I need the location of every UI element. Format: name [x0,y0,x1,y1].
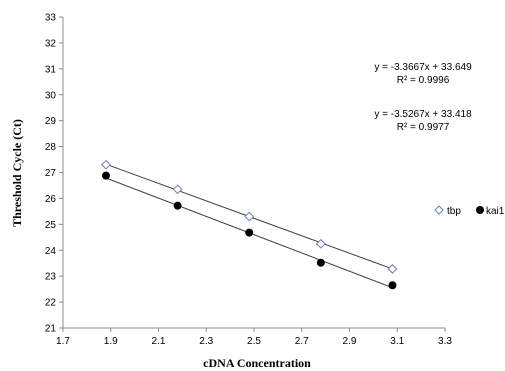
y-tick-label: 26 [45,194,57,205]
data-point-tbp [244,211,255,222]
y-tick-label: 30 [45,90,57,101]
x-tick-label: 2.9 [343,336,357,347]
data-point-tbp [387,264,398,274]
data-point-kai1 [173,201,182,210]
legend-label-tbp: tbp [447,206,461,217]
trendline-r2-kai1: R² = 0.9977 [397,122,450,133]
x-tick-label: 2.1 [152,336,166,347]
y-tick-label: 29 [45,116,57,127]
data-point-tbp [172,184,183,195]
y-axis-title: Threshold Cycle (Ct) [10,119,24,227]
legend-marker-kai1 [476,206,484,214]
x-tick-label: 2.5 [247,336,261,347]
data-point-kai1 [101,171,110,180]
trendline-equation-kai1: y = -3.5267x + 33.418 [374,109,472,120]
data-point-kai1 [316,258,325,267]
x-tick-label: 1.7 [56,336,70,347]
legend-marker-tbp [434,205,444,215]
data-point-kai1 [245,228,254,237]
legend: tbp kai1 [434,205,505,217]
y-tick-label: 28 [45,142,57,153]
y-tick-label: 22 [45,298,57,309]
data-point-tbp [315,238,326,249]
trendline-r2-tbp: R² = 0.9996 [397,75,450,86]
y-tick-label: 23 [45,272,57,283]
x-tick-label: 2.7 [295,336,309,347]
legend-label-kai1: kai1 [486,206,505,217]
y-tick-label: 24 [45,246,57,257]
x-tick-label: 3.1 [390,336,404,347]
y-tick-label: 32 [45,38,57,49]
x-tick-label: 2.3 [199,336,213,347]
x-tick-label: 1.9 [104,336,118,347]
y-tick-label: 27 [45,168,57,179]
data-point-tbp [101,159,111,170]
y-tick-label: 33 [45,13,57,24]
x-axis-title: cDNA Concentration [203,356,311,370]
y-tick-label: 31 [45,64,57,75]
y-tick-label: 25 [45,220,57,231]
x-tick-label: 3.3 [438,336,452,347]
y-tick-label: 21 [45,324,57,335]
trendline-equation-tbp: y = -3.3667x + 33.649 [374,62,472,73]
data-point-kai1 [388,281,397,290]
